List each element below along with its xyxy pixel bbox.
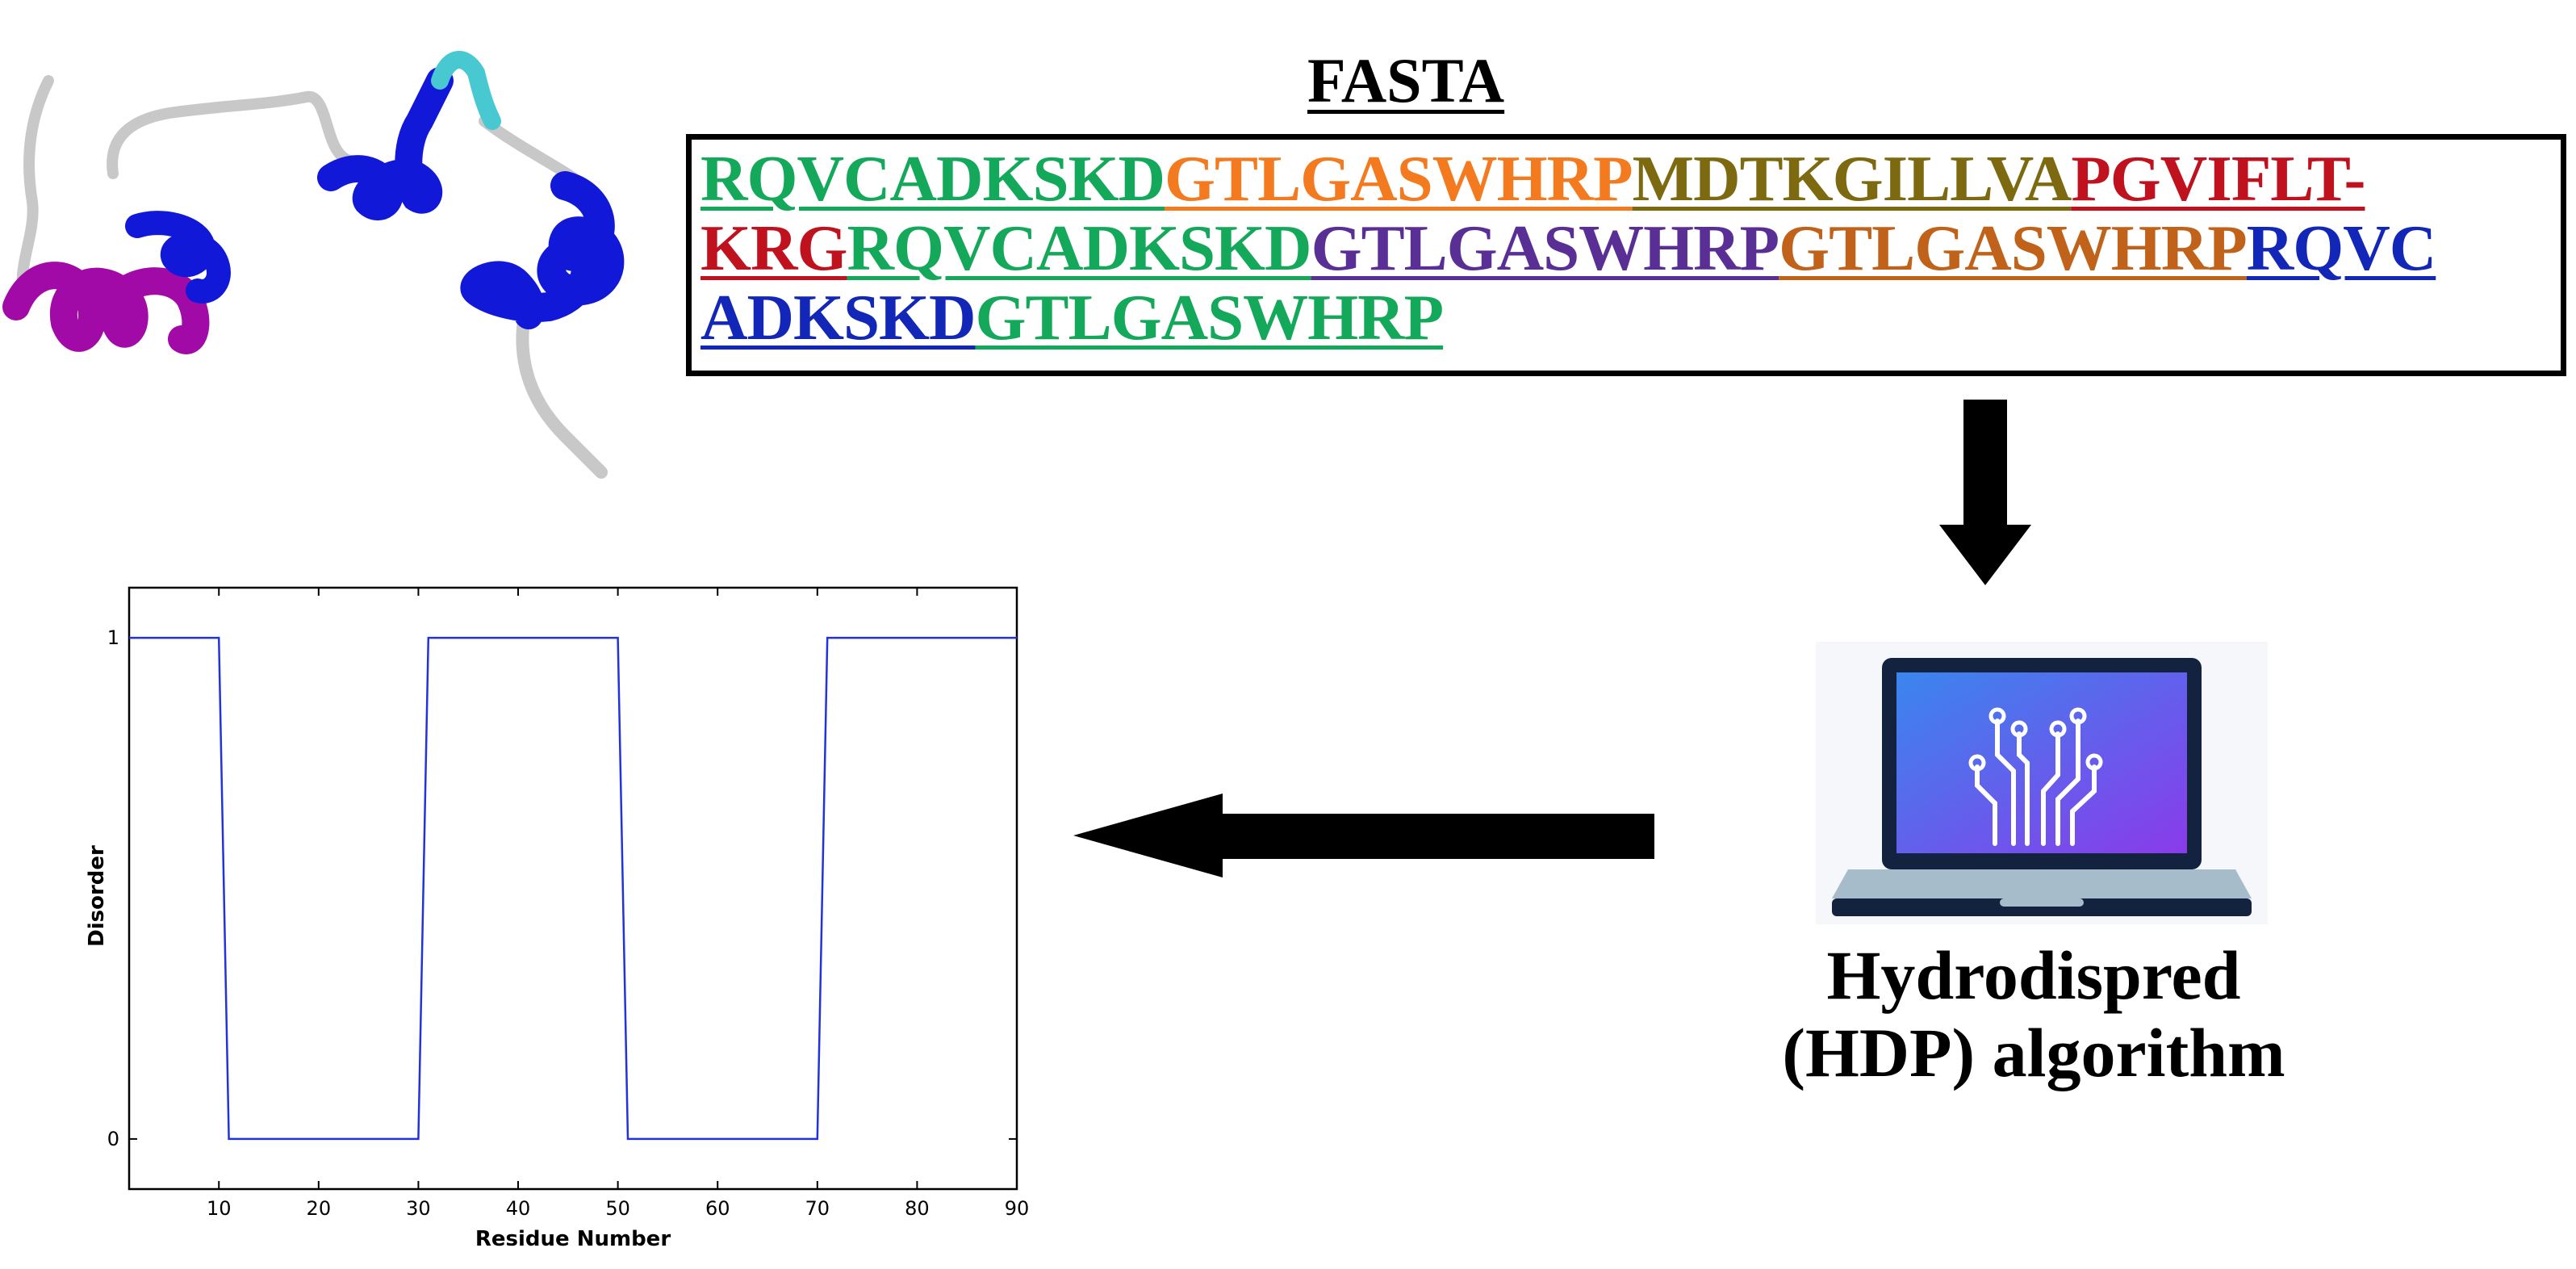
x-tick-label: 20 bbox=[307, 1197, 332, 1220]
fasta-line: KRGRQVCADKSKDGTLGASWHRPGTLGASWHRPRQVC bbox=[700, 213, 2549, 283]
fasta-segment: RQVC bbox=[2246, 212, 2436, 284]
x-tick-label: 90 bbox=[1005, 1197, 1030, 1220]
laptop-circuit-icon bbox=[1816, 642, 2268, 924]
y-tick-label: 1 bbox=[107, 626, 119, 649]
protein-coil bbox=[516, 308, 608, 479]
x-tick-label: 80 bbox=[905, 1197, 930, 1220]
arrow-down-icon bbox=[1939, 400, 2031, 585]
protein-helix-blue-small bbox=[125, 211, 231, 304]
x-tick-label: 50 bbox=[605, 1197, 630, 1220]
protein-helix-blue-top bbox=[317, 51, 501, 220]
fasta-segment: GTLGASWHRP bbox=[975, 281, 1445, 354]
x-axis-label: Residue Number bbox=[475, 1227, 671, 1251]
protein-coil bbox=[479, 115, 579, 183]
protein-helix-magenta bbox=[2, 262, 210, 354]
fasta-title: FASTA bbox=[1307, 45, 1505, 115]
protein-coil bbox=[107, 90, 361, 179]
protein-helix-blue-right bbox=[460, 171, 625, 329]
fasta-segment: MDTKGILLVA bbox=[1632, 142, 2072, 215]
fasta-segment: RQVCADKSKD bbox=[700, 142, 1165, 215]
fasta-segment: PGVIFLT- bbox=[2071, 142, 2365, 215]
x-tick-label: 60 bbox=[705, 1197, 730, 1220]
x-tick-label: 30 bbox=[406, 1197, 431, 1220]
x-tick-label: 70 bbox=[805, 1197, 830, 1220]
algorithm-label-line1: Hydrodispred bbox=[1826, 936, 2241, 1014]
protein-coil bbox=[16, 75, 54, 304]
y-tick-label: 0 bbox=[107, 1128, 119, 1150]
fasta-segment: ADKSKD bbox=[700, 281, 976, 354]
fasta-sequence-box bbox=[686, 134, 2566, 376]
plot-frame bbox=[128, 586, 1018, 1191]
disorder-series-line bbox=[129, 636, 1017, 1141]
fasta-segment: KRG bbox=[700, 212, 848, 284]
arrow-left-icon bbox=[1073, 794, 1654, 877]
algorithm-label-line2: (HDP) algorithm bbox=[1782, 1014, 2285, 1091]
y-axis-label: Disorder bbox=[85, 845, 109, 947]
protein-structure-image bbox=[2, 51, 625, 479]
disorder-chart: 10 20 30 40 50 60 70 80 90 0 1 Residue Number Diso… bbox=[85, 586, 1030, 1251]
fasta-segment: GTLGASWHRP bbox=[1311, 212, 1780, 284]
fasta-line: ADKSKDGTLGASWHRP bbox=[700, 283, 2549, 352]
x-tick-label: 40 bbox=[506, 1197, 531, 1220]
fasta-segment: RQVCADKSKD bbox=[847, 212, 1312, 284]
fasta-segment: GTLGASWHRP bbox=[1165, 142, 1633, 215]
fasta-sequence-text: RQVCADKSKDGTLGASWHRPMDTKGILLVAPGVIFLT- KR… bbox=[700, 144, 2549, 352]
fasta-line: RQVCADKSKDGTLGASWHRPMDTKGILLVAPGVIFLT- bbox=[700, 144, 2549, 213]
x-tick-label: 10 bbox=[207, 1197, 232, 1220]
algorithm-label: Hydrodispred (HDP) algorithm bbox=[1711, 936, 2356, 1091]
fasta-segment: GTLGASWHRP bbox=[1779, 212, 2248, 284]
